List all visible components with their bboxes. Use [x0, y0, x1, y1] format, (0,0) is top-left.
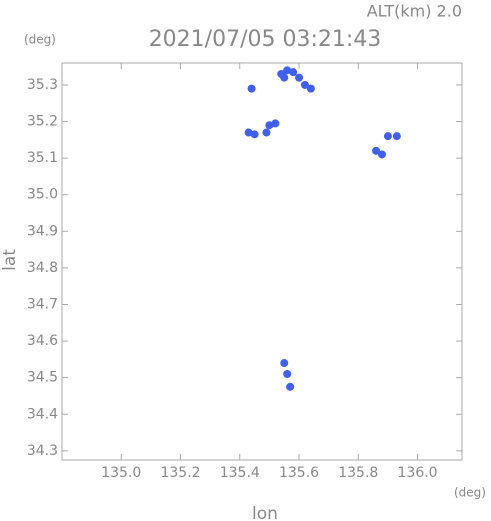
echo-point [383, 132, 392, 141]
x-tick-label: 135.6 [279, 465, 319, 481]
y-tick-label: 34.8 [27, 260, 58, 276]
x-tick-label: 135.4 [220, 465, 260, 481]
echo-point [244, 128, 253, 137]
y-tick-label: 35.2 [27, 114, 58, 130]
echo-point [295, 73, 304, 82]
echo-point [283, 370, 292, 379]
echo-point [262, 128, 271, 137]
echo-point [372, 146, 381, 155]
echo-point [280, 359, 289, 368]
y-tick-label: 34.7 [27, 296, 58, 312]
y-tick-label: 34.4 [27, 406, 58, 422]
echo-point [306, 84, 315, 93]
echo-point [289, 68, 298, 77]
x-tick-label: 135.8 [338, 465, 378, 481]
echo-point [247, 84, 256, 93]
y-axis-label: lat [0, 249, 20, 271]
echo-point [271, 119, 280, 128]
x-unit: (deg) [454, 486, 486, 500]
echo-point [286, 382, 295, 391]
y-tick-label: 34.5 [27, 370, 58, 386]
plot-frame [61, 62, 463, 461]
altitude-label: ALT(km) 2.0 [367, 2, 462, 21]
x-tick-label: 135.2 [160, 465, 200, 481]
y-tick-label: 34.3 [27, 443, 58, 459]
y-tick-label: 35.3 [27, 77, 58, 93]
chart-title: 2021/07/05 03:21:43 [149, 27, 382, 52]
y-tick-label: 34.9 [27, 223, 58, 239]
y-tick-label: 35.0 [27, 187, 58, 203]
echo-point [300, 80, 309, 89]
y-tick-label: 34.6 [27, 333, 58, 349]
echo-point [392, 132, 401, 141]
x-tick-label: 135.0 [101, 465, 141, 481]
echo-point [280, 73, 289, 82]
x-axis-label: lon [252, 504, 278, 521]
y-unit: (deg) [24, 33, 56, 47]
x-tick-label: 136.0 [398, 465, 438, 481]
echo-point [378, 150, 386, 159]
y-tick-label: 35.1 [27, 150, 58, 166]
